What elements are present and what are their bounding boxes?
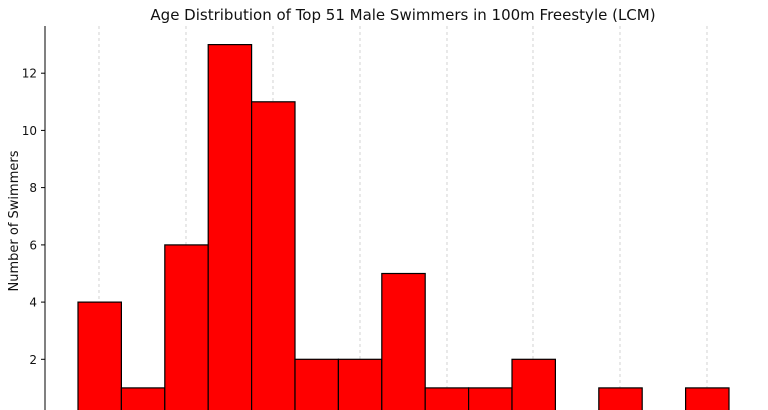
y-ticks: 2 4 6 8 10 12 bbox=[22, 67, 45, 367]
chart-title: Age Distribution of Top 51 Male Swimmers… bbox=[150, 6, 655, 24]
histogram-bars bbox=[77, 43, 730, 410]
y-tick-label-12: 12 bbox=[22, 67, 37, 81]
histogram-bar-5 bbox=[294, 358, 340, 410]
y-tick-label-6: 6 bbox=[29, 238, 37, 252]
y-tick-label-8: 8 bbox=[29, 181, 37, 195]
y-tick-label-4: 4 bbox=[29, 296, 37, 310]
histogram-bar-0 bbox=[77, 301, 123, 410]
histogram-bar-12 bbox=[598, 387, 643, 410]
histogram-bar-2 bbox=[164, 244, 209, 410]
histogram-bar-6 bbox=[337, 358, 383, 410]
histogram-bar-9 bbox=[468, 387, 513, 410]
histogram-bar-4 bbox=[251, 101, 296, 410]
histogram-bar-7 bbox=[381, 272, 426, 410]
y-axis-label: Number of Swimmers bbox=[7, 150, 22, 291]
histogram-bar-10 bbox=[511, 358, 557, 410]
y-tick-label-10: 10 bbox=[22, 124, 37, 138]
histogram-bar-8 bbox=[424, 387, 470, 410]
histogram-bar-14 bbox=[684, 387, 730, 410]
histogram-bar-3 bbox=[207, 43, 253, 410]
histogram-bar-1 bbox=[120, 387, 166, 410]
y-tick-label-2: 2 bbox=[29, 353, 37, 367]
